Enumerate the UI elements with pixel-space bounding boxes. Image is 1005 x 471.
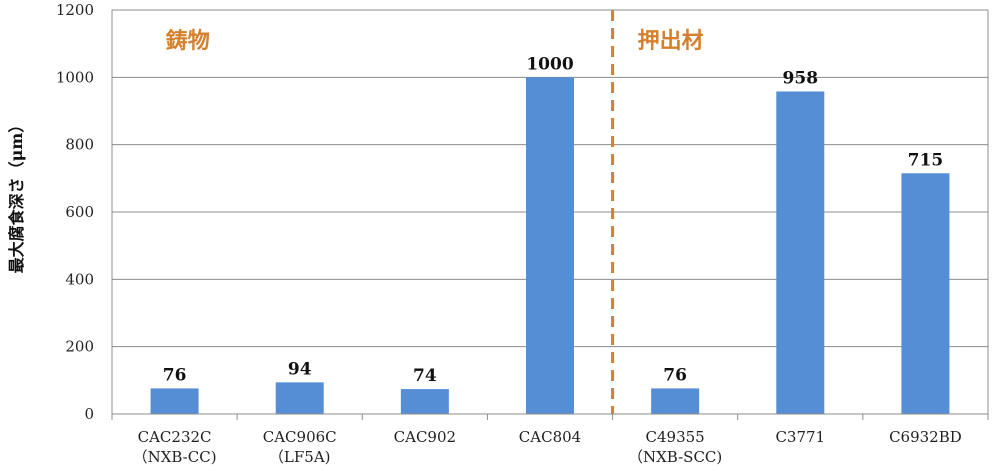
group-label: 鋳物 [166,28,210,54]
x-tick-label: （NXB-CC) [133,448,217,466]
group-labels: 鋳物 押出材 [166,28,704,54]
data-label: 76 [663,365,687,385]
y-tick-label: 400 [65,270,94,288]
y-tick-label: 200 [65,338,94,356]
bars [150,77,950,415]
x-tick-label: C3771 [775,428,825,446]
x-tick-label: C6932BD [889,428,962,446]
y-tick-label: 1000 [56,68,94,86]
x-tick-label: CAC804 [519,428,581,446]
axes [111,10,989,420]
x-category-labels: CAC232C （NXB-CC) CAC906C （LF5A) CAC902 CAC804… [133,428,962,466]
bar [400,389,449,414]
y-tick-label: 0 [84,405,94,423]
data-labels: 76 94 74 1000 76 958 715 [163,54,943,386]
data-label: 958 [783,68,819,88]
x-tick-label: CAC906C [263,428,337,446]
y-tick-label: 800 [65,136,94,154]
x-tick-label: CAC232C [138,428,212,446]
x-tick-label: （LF5A) [269,448,331,466]
bar [901,173,950,414]
bar [776,91,825,415]
x-tick-label: CAC902 [394,428,456,446]
data-label: 1000 [526,54,573,74]
data-label: 76 [163,365,187,385]
x-tick-label: C49355 [646,428,705,446]
bar [150,388,199,414]
bar [526,77,574,414]
x-tick-label: （NXB-SCC) [628,448,722,466]
y-tick-label: 1200 [56,1,94,19]
data-label: 74 [413,366,437,386]
y-tick-label: 600 [65,203,94,221]
y-tick-labels: 0 200 400 600 800 1000 1200 [56,1,94,423]
bar [651,388,700,414]
y-axis-label: 最大腐食深さ（μm） [7,117,26,274]
group-label: 押出材 [638,28,704,54]
bar [275,382,324,414]
data-label: 715 [908,150,944,170]
data-label: 94 [288,359,312,379]
